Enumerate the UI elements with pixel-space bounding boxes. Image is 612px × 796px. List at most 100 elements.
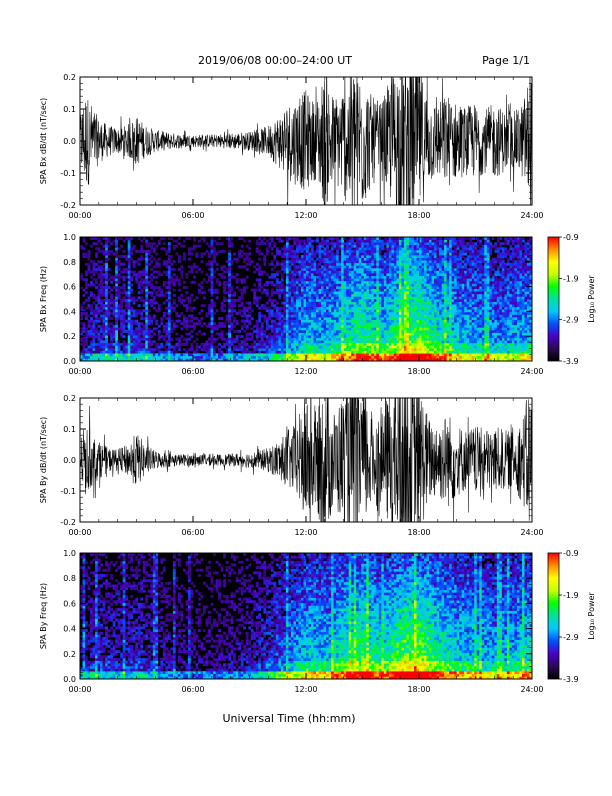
heatmap-cell bbox=[326, 330, 329, 333]
heatmap-cell bbox=[105, 353, 108, 356]
heatmap-cell bbox=[359, 335, 362, 338]
heatmap-cell bbox=[273, 330, 276, 333]
heatmap-cell bbox=[326, 268, 329, 271]
heatmap-cell bbox=[115, 327, 118, 330]
heatmap-cell bbox=[346, 346, 349, 349]
heatmap-cell bbox=[163, 271, 166, 274]
heatmap-cell bbox=[273, 333, 276, 336]
heatmap-cell bbox=[211, 330, 214, 333]
heatmap-cell bbox=[170, 320, 173, 323]
heatmap-cell bbox=[228, 299, 231, 302]
heatmap-cell bbox=[424, 312, 427, 315]
heatmap-cell bbox=[268, 312, 271, 315]
heatmap-cell bbox=[128, 325, 131, 328]
heatmap-cell bbox=[306, 340, 309, 343]
heatmap-cell bbox=[223, 322, 226, 325]
heatmap-cell bbox=[115, 317, 118, 320]
heatmap-cell bbox=[248, 351, 251, 354]
heatmap-cell bbox=[90, 281, 93, 284]
heatmap-cell bbox=[298, 296, 301, 299]
heatmap-cell bbox=[258, 265, 261, 268]
heatmap-cell bbox=[256, 330, 259, 333]
heatmap-cell bbox=[286, 242, 289, 245]
heatmap-cell bbox=[211, 271, 214, 274]
heatmap-cell bbox=[288, 304, 291, 307]
heatmap-cell bbox=[374, 240, 377, 243]
heatmap-cell bbox=[371, 356, 374, 359]
heatmap-cell bbox=[339, 255, 342, 258]
heatmap-cell bbox=[276, 260, 279, 263]
heatmap-cell bbox=[223, 299, 226, 302]
heatmap-cell bbox=[258, 348, 261, 351]
heatmap-cell bbox=[394, 265, 397, 268]
heatmap-cell bbox=[168, 255, 171, 258]
heatmap-cell bbox=[145, 299, 148, 302]
heatmap-cell bbox=[148, 250, 151, 253]
heatmap-cell bbox=[401, 317, 404, 320]
heatmap-cell bbox=[424, 340, 427, 343]
heatmap-cell bbox=[369, 240, 372, 243]
heatmap-cell bbox=[268, 317, 271, 320]
heatmap-cell bbox=[364, 353, 367, 356]
heatmap-cell bbox=[138, 340, 141, 343]
heatmap-cell bbox=[331, 299, 334, 302]
heatmap-cell bbox=[185, 353, 188, 356]
heatmap-cell bbox=[266, 289, 269, 292]
heatmap-cell bbox=[128, 315, 131, 318]
heatmap-cell bbox=[185, 276, 188, 279]
heatmap-cell bbox=[364, 286, 367, 289]
heatmap-cell bbox=[409, 346, 412, 349]
heatmap-cell bbox=[386, 351, 389, 354]
heatmap-cell bbox=[90, 330, 93, 333]
heatmap-cell bbox=[143, 343, 146, 346]
heatmap-cell bbox=[125, 271, 128, 274]
heatmap-cell bbox=[336, 258, 339, 261]
heatmap-cell bbox=[88, 263, 91, 266]
heatmap-cell bbox=[427, 307, 430, 310]
heatmap-cell bbox=[291, 317, 294, 320]
heatmap-cell bbox=[346, 302, 349, 305]
heatmap-cell bbox=[324, 307, 327, 310]
heatmap-cell bbox=[311, 309, 314, 312]
heatmap-cell bbox=[411, 263, 414, 266]
heatmap-cell bbox=[419, 340, 422, 343]
heatmap-cell bbox=[296, 299, 299, 302]
heatmap-cell bbox=[231, 276, 234, 279]
heatmap-cell bbox=[263, 260, 266, 263]
heatmap-cell bbox=[381, 255, 384, 258]
heatmap-cell bbox=[145, 302, 148, 305]
heatmap-cell bbox=[218, 333, 221, 336]
heatmap-cell bbox=[190, 348, 193, 351]
heatmap-cell bbox=[376, 242, 379, 245]
heatmap-cell bbox=[120, 335, 123, 338]
heatmap-cell bbox=[138, 346, 141, 349]
heatmap-cell bbox=[381, 294, 384, 297]
heatmap-cell bbox=[283, 356, 286, 359]
heatmap-cell bbox=[283, 346, 286, 349]
heatmap-cell bbox=[105, 247, 108, 250]
heatmap-cell bbox=[115, 315, 118, 318]
heatmap-cell bbox=[329, 307, 332, 310]
heatmap-cell bbox=[399, 255, 402, 258]
heatmap-cell bbox=[155, 253, 158, 256]
heatmap-cell bbox=[138, 291, 141, 294]
heatmap-cell bbox=[110, 317, 113, 320]
heatmap-cell bbox=[98, 240, 101, 243]
heatmap-cell bbox=[316, 245, 319, 248]
heatmap-cell bbox=[173, 281, 176, 284]
heatmap-cell bbox=[98, 340, 101, 343]
heatmap-cell bbox=[115, 255, 118, 258]
heatmap-cell bbox=[241, 265, 244, 268]
heatmap-cell bbox=[168, 338, 171, 341]
heatmap-cell bbox=[90, 353, 93, 356]
heatmap-cell bbox=[424, 284, 427, 287]
heatmap-cell bbox=[394, 271, 397, 274]
heatmap-cell bbox=[399, 304, 402, 307]
heatmap-cell bbox=[361, 268, 364, 271]
heatmap-cell bbox=[336, 276, 339, 279]
heatmap-cell bbox=[168, 309, 171, 312]
heatmap-cell bbox=[286, 273, 289, 276]
heatmap-cell bbox=[424, 353, 427, 356]
heatmap-cell bbox=[334, 333, 337, 336]
heatmap-cell bbox=[183, 356, 186, 359]
